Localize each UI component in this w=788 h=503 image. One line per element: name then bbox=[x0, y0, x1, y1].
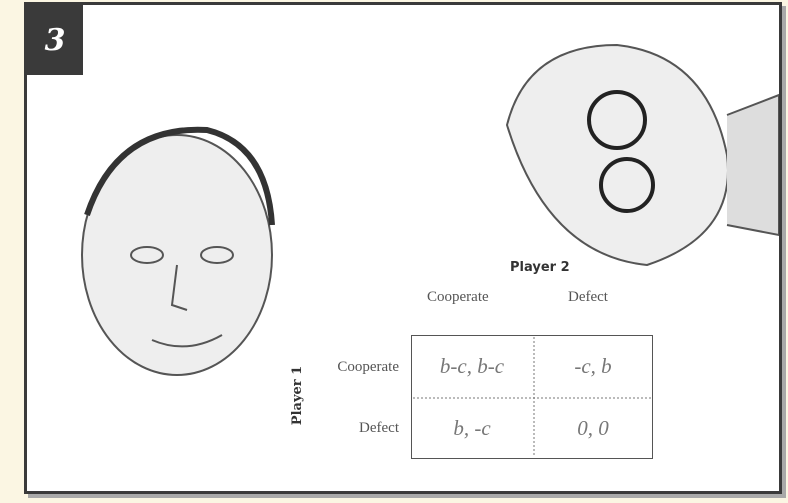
payoff-cell: b-c, b-c bbox=[439, 354, 505, 378]
row-player: Player 1 bbox=[290, 365, 306, 426]
illustrations bbox=[81, 43, 779, 457]
row-label: Defect bbox=[359, 420, 399, 436]
column-player: Player 2 bbox=[510, 260, 570, 275]
column-label: Defect bbox=[568, 289, 608, 305]
left-portrait bbox=[81, 126, 275, 376]
slide-number: 3 bbox=[27, 5, 83, 75]
slide-card: 3 Player 2 Cooperate Defect Cooperate De… bbox=[24, 2, 782, 494]
payoff-matrix: b-c, b-c -c, b b, -c 0, 0 bbox=[411, 335, 653, 459]
payoff-cell: 0, 0 bbox=[577, 416, 609, 440]
row-label: Cooperate bbox=[337, 359, 399, 375]
payoff-cell: -c, b bbox=[574, 354, 612, 378]
column-label: Cooperate bbox=[427, 289, 489, 305]
right-portrait bbox=[505, 43, 779, 267]
payoff-cell: b, -c bbox=[453, 416, 491, 440]
